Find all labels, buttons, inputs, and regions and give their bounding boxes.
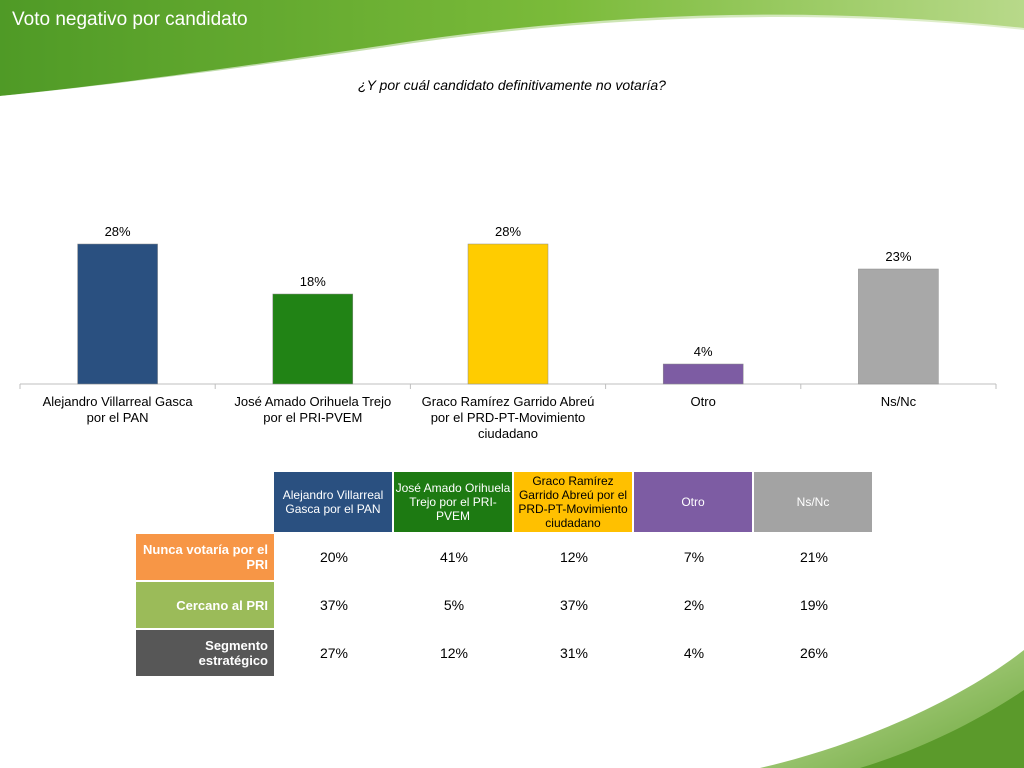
table-row: Cercano al PRI 37% 5% 37% 2% 19% xyxy=(136,580,874,628)
category-label: Graco Ramírez Garrido Abreú por el PRD-PT… xyxy=(422,394,595,441)
bar xyxy=(272,293,354,385)
table-header-row: Alejandro Villarreal Gasca por el PAN Jo… xyxy=(136,472,874,532)
table-cell: 21% xyxy=(754,532,874,580)
table-cell: 7% xyxy=(634,532,754,580)
bar xyxy=(662,363,744,385)
bar xyxy=(858,268,939,385)
data-label: 18% xyxy=(300,274,326,289)
data-label: 28% xyxy=(495,224,521,239)
table-row: Segmento estratégico 27% 12% 31% 4% 26% xyxy=(136,628,874,676)
category-label: Ns/Nc xyxy=(881,394,917,409)
col-head-3: Otro xyxy=(634,472,754,532)
page-title: Voto negativo por candidato xyxy=(12,9,248,30)
table-cell: 5% xyxy=(394,580,514,628)
table-row: Nunca votaría por el PRI 20% 41% 12% 7% … xyxy=(136,532,874,580)
data-label: 28% xyxy=(105,224,131,239)
col-head-0: Alejandro Villarreal Gasca por el PAN xyxy=(274,472,394,532)
data-label: 4% xyxy=(694,344,713,359)
data-label: 23% xyxy=(885,249,911,264)
table-cell: 41% xyxy=(394,532,514,580)
table-cell: 31% xyxy=(514,628,634,676)
row-head-0: Nunca votaría por el PRI xyxy=(136,532,274,580)
bar-chart: 28% Alejandro Villarreal Gasca por el PAN 1… xyxy=(19,224,997,441)
category-label: José Amado Orihuela Trejo por el PRI-PVEM xyxy=(234,394,391,425)
bar xyxy=(467,243,549,385)
table-cell: 2% xyxy=(634,580,754,628)
table-cell: 20% xyxy=(274,532,394,580)
row-head-2: Segmento estratégico xyxy=(136,628,274,676)
category-label: Otro xyxy=(691,394,716,409)
table-cell: 4% xyxy=(634,628,754,676)
table-corner xyxy=(136,472,274,532)
table-cell: 19% xyxy=(754,580,874,628)
row-head-1: Cercano al PRI xyxy=(136,580,274,628)
table-cell: 26% xyxy=(754,628,874,676)
chart-question: ¿Y por cuál candidato definitivamente no… xyxy=(358,77,666,93)
table-cell: 12% xyxy=(394,628,514,676)
crosstab-table: Alejandro Villarreal Gasca por el PAN Jo… xyxy=(136,472,874,676)
table-cell: 37% xyxy=(274,580,394,628)
col-head-2: Graco Ramírez Garrido Abreú por el PRD-P… xyxy=(514,472,634,532)
category-label: Alejandro Villarreal Gasca por el PAN xyxy=(43,394,194,425)
table-cell: 27% xyxy=(274,628,394,676)
table-cell: 12% xyxy=(514,532,634,580)
bar xyxy=(77,243,158,385)
col-head-1: José Amado Orihuela Trejo por el PRI-PVE… xyxy=(394,472,514,532)
table-cell: 37% xyxy=(514,580,634,628)
col-head-4: Ns/Nc xyxy=(754,472,874,532)
